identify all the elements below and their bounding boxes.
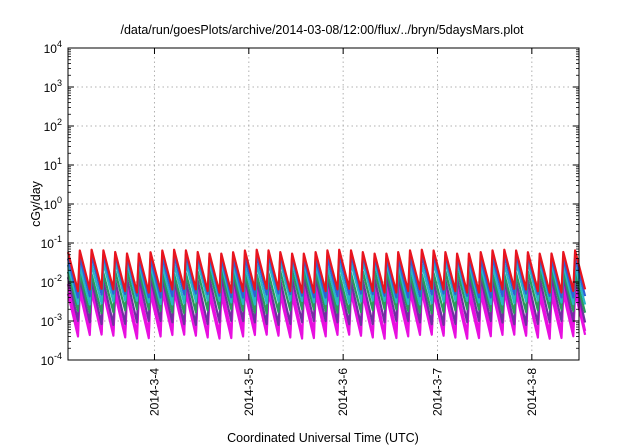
x-tick-label: 2014-3-8	[525, 368, 539, 416]
chart-title: /data/run/goesPlots/archive/2014-03-08/1…	[120, 23, 524, 37]
y-tick-label: 100	[44, 195, 62, 212]
y-ticks: 10-4 10-3 10-2 10-1 100 101 102 103 104	[41, 39, 579, 368]
x-tick-label: 2014-3-5	[242, 368, 256, 416]
y-tick-label: 103	[44, 78, 62, 95]
x-tick-label: 2014-3-6	[336, 368, 350, 416]
y-tick-label: 104	[44, 39, 62, 56]
y-tick-label: 10-4	[41, 351, 62, 368]
y-tick-label: 10-1	[41, 234, 62, 251]
series-group	[66, 248, 587, 340]
x-ticks: 2014-3-4 2014-3-5 2014-3-6 2014-3-7 2014-3-8	[147, 48, 539, 416]
y-tick-label: 10-2	[41, 273, 62, 290]
y-tick-label: 10-3	[41, 312, 62, 329]
x-tick-label: 2014-3-4	[147, 368, 161, 416]
y-tick-label: 101	[44, 156, 62, 173]
x-tick-label: 2014-3-7	[430, 368, 444, 416]
x-axis-label: Coordinated Universal Time (UTC)	[227, 431, 419, 445]
series-line	[66, 248, 587, 294]
y-axis-label: cGy/day	[29, 180, 43, 227]
y-tick-label: 102	[44, 117, 62, 134]
